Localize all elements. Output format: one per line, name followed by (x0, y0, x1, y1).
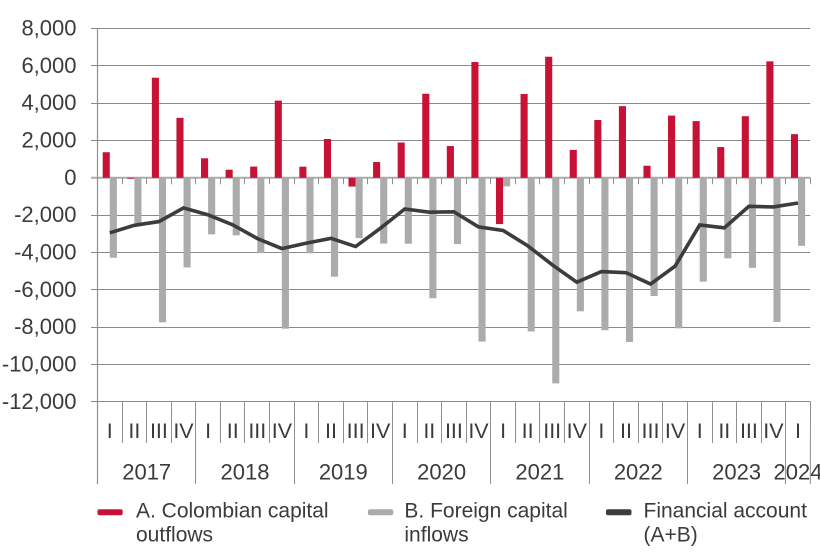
svg-text:II: II (718, 419, 730, 443)
svg-text:4,000: 4,000 (21, 90, 76, 115)
svg-text:2023: 2023 (712, 460, 761, 485)
svg-text:IV: IV (173, 419, 194, 443)
svg-text:IV: IV (567, 419, 588, 443)
svg-text:IV: IV (665, 419, 686, 443)
svg-text:I: I (795, 419, 801, 443)
svg-text:IV: IV (763, 419, 784, 443)
svg-text:B. Foreign capital: B. Foreign capital (404, 500, 567, 523)
svg-text:I: I (697, 419, 703, 443)
svg-text:A. Colombian capital: A. Colombian capital (136, 500, 329, 523)
svg-text:III: III (642, 419, 660, 443)
svg-text:I: I (402, 419, 408, 443)
svg-text:6,000: 6,000 (21, 53, 76, 78)
svg-text:2024: 2024 (774, 460, 820, 485)
svg-text:2020: 2020 (417, 460, 466, 485)
svg-text:III: III (543, 419, 561, 443)
svg-text:III: III (347, 419, 365, 443)
svg-text:II: II (423, 419, 435, 443)
svg-text:III: III (248, 419, 266, 443)
svg-text:outflows: outflows (136, 524, 213, 547)
svg-text:I: I (303, 419, 309, 443)
svg-text:III: III (445, 419, 463, 443)
svg-text:-8,000: -8,000 (14, 314, 76, 339)
svg-text:2021: 2021 (515, 460, 564, 485)
svg-text:inflows: inflows (404, 524, 468, 547)
svg-text:-4,000: -4,000 (14, 240, 76, 265)
svg-text:I: I (598, 419, 604, 443)
svg-text:II: II (325, 419, 337, 443)
svg-text:2019: 2019 (319, 460, 368, 485)
svg-text:-10,000: -10,000 (2, 352, 77, 377)
svg-text:II: II (620, 419, 632, 443)
svg-text:Financial account: Financial account (644, 500, 808, 523)
svg-text:I: I (500, 419, 506, 443)
svg-text:IV: IV (468, 419, 489, 443)
svg-text:IV: IV (272, 419, 293, 443)
svg-text:II: II (128, 419, 140, 443)
svg-text:2017: 2017 (122, 460, 171, 485)
svg-text:2,000: 2,000 (21, 128, 76, 153)
svg-text:II: II (227, 419, 239, 443)
svg-text:II: II (522, 419, 534, 443)
svg-text:2022: 2022 (614, 460, 663, 485)
svg-text:I: I (107, 419, 113, 443)
svg-text:-6,000: -6,000 (14, 277, 76, 302)
svg-text:8,000: 8,000 (21, 15, 76, 40)
svg-text:(A+B): (A+B) (644, 524, 698, 547)
svg-text:-2,000: -2,000 (14, 202, 76, 227)
svg-text:0: 0 (64, 165, 76, 190)
svg-text:I: I (205, 419, 211, 443)
svg-text:IV: IV (370, 419, 391, 443)
svg-text:2018: 2018 (221, 460, 270, 485)
svg-text:-12,000: -12,000 (2, 389, 77, 414)
svg-text:III: III (150, 419, 168, 443)
svg-text:III: III (740, 419, 758, 443)
